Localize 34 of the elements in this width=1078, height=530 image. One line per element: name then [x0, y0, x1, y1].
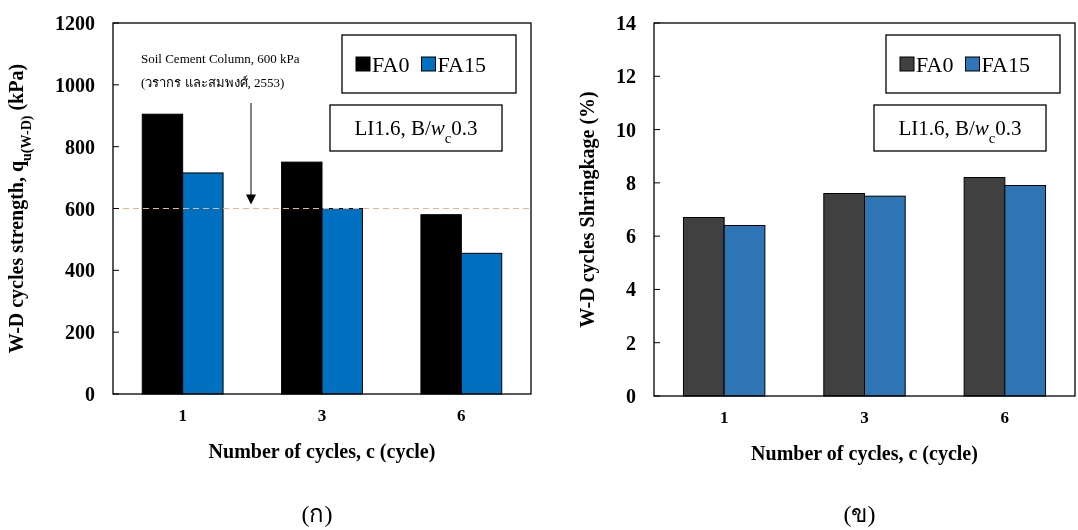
y-tick-label: 600 [65, 197, 95, 220]
y-tick-label: 2 [626, 331, 636, 354]
annotation: Soil Cement Column, 600 kPa [141, 51, 300, 66]
y-tick-label: 1000 [55, 73, 95, 96]
y-axis-title: W-D cycles Shringkage (%) [576, 91, 599, 328]
text: (ก) [301, 501, 333, 527]
x-tick-label: 3 [317, 406, 327, 425]
y-tick-label: 800 [65, 135, 95, 158]
y-tick-label: 8 [626, 171, 636, 194]
x-tick-label: 3 [860, 408, 869, 427]
x-tick-label: 6 [1000, 408, 1010, 427]
legend-label: FA0 [372, 52, 410, 77]
legend-label: FA15 [981, 52, 1030, 77]
y-tick-label: 6 [626, 225, 636, 248]
y-tick-label: 14 [616, 12, 636, 34]
legend-label: FA15 [437, 52, 486, 77]
x-axis-title: Number of cycles, c (cycle) [208, 440, 436, 463]
annotation: LI1.6, B/w$_{c}$0.3 [354, 116, 478, 146]
annotation: LI1.6, B/w$_{c}$0.3 [898, 116, 1022, 146]
y-tick-label: 10 [616, 118, 636, 141]
x-tick-label: 6 [457, 406, 466, 425]
y-tick-label: 0 [626, 385, 636, 407]
y-tick-label: 400 [65, 259, 95, 282]
x-tick-label: 1 [178, 406, 187, 425]
y-tick-label: 4 [626, 278, 636, 301]
x-tick-label: 1 [719, 408, 729, 427]
annotation: (วรากร และสมพงศ์, 2553) [141, 75, 285, 90]
y-tick-label: 12 [616, 65, 636, 88]
y-tick-label: 1200 [55, 12, 95, 34]
y-tick-label: 0 [85, 383, 95, 405]
legend-label: FA0 [916, 52, 954, 77]
text: (ข) [843, 501, 876, 527]
x-axis-title: Number of cycles, c (cycle) [751, 442, 978, 465]
y-tick-label: 200 [65, 321, 95, 344]
